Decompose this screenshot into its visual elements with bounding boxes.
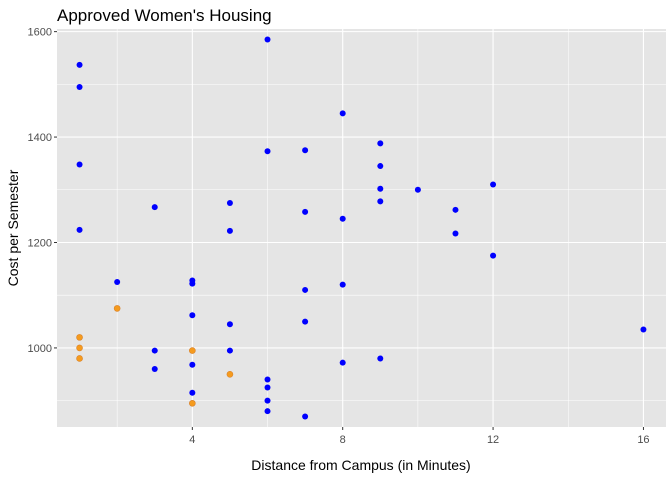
- data-point: [264, 376, 271, 383]
- y-axis-title: Cost per Semester: [5, 169, 21, 286]
- data-point: [189, 280, 196, 287]
- data-point: [414, 186, 421, 193]
- data-point: [302, 147, 309, 154]
- x-tick-label: 4: [189, 434, 195, 446]
- plot-panel: [57, 29, 666, 427]
- y-tick-label: 1400: [28, 132, 52, 144]
- data-point: [226, 347, 233, 354]
- data-point: [490, 181, 497, 188]
- x-tick-label: 12: [487, 434, 499, 446]
- data-point: [264, 36, 271, 43]
- data-point: [226, 370, 234, 378]
- data-point: [264, 384, 271, 391]
- data-point: [264, 397, 271, 404]
- data-point: [151, 347, 158, 354]
- data-point: [302, 208, 309, 215]
- data-point: [226, 199, 233, 206]
- data-point: [76, 226, 83, 233]
- data-point: [264, 148, 271, 155]
- data-point: [76, 344, 83, 352]
- data-point: [76, 83, 83, 90]
- data-point: [452, 206, 459, 213]
- data-point: [339, 215, 346, 222]
- data-point: [226, 321, 233, 328]
- data-point: [377, 185, 384, 192]
- chart-title: Approved Women's Housing: [57, 6, 272, 25]
- x-tick-label: 16: [637, 434, 649, 446]
- data-point: [377, 140, 384, 147]
- y-tick-label: 1000: [28, 343, 52, 355]
- data-point: [76, 161, 83, 168]
- data-point: [189, 361, 196, 368]
- data-point: [377, 198, 384, 205]
- data-point: [151, 204, 158, 211]
- data-point: [377, 163, 384, 170]
- data-point: [452, 230, 459, 237]
- data-point: [114, 279, 121, 286]
- data-point: [302, 413, 309, 420]
- data-point: [76, 61, 83, 68]
- data-point: [189, 312, 196, 319]
- x-axis-title: Distance from Campus (in Minutes): [251, 457, 470, 473]
- data-point: [339, 359, 346, 366]
- data-point: [302, 286, 309, 293]
- data-point: [339, 281, 346, 288]
- axes: 4 8 12 16 1000 1200 1400 1600: [28, 27, 650, 446]
- data-point: [76, 334, 83, 341]
- data-point: [302, 318, 309, 325]
- data-point: [490, 252, 497, 259]
- grid-lines: [57, 29, 666, 427]
- data-point: [339, 110, 346, 117]
- data-point: [640, 326, 647, 333]
- data-point: [151, 366, 158, 373]
- data-point: [189, 399, 196, 407]
- data-point: [377, 355, 384, 362]
- y-tick-label: 1600: [28, 27, 52, 39]
- data-point: [226, 227, 233, 234]
- data-point: [76, 355, 83, 362]
- y-tick-label: 1200: [28, 237, 52, 249]
- data-points: [76, 36, 647, 420]
- data-point: [189, 389, 196, 396]
- data-point: [189, 347, 196, 354]
- data-point: [264, 408, 271, 415]
- data-point: [113, 305, 121, 312]
- x-tick-label: 8: [340, 434, 346, 446]
